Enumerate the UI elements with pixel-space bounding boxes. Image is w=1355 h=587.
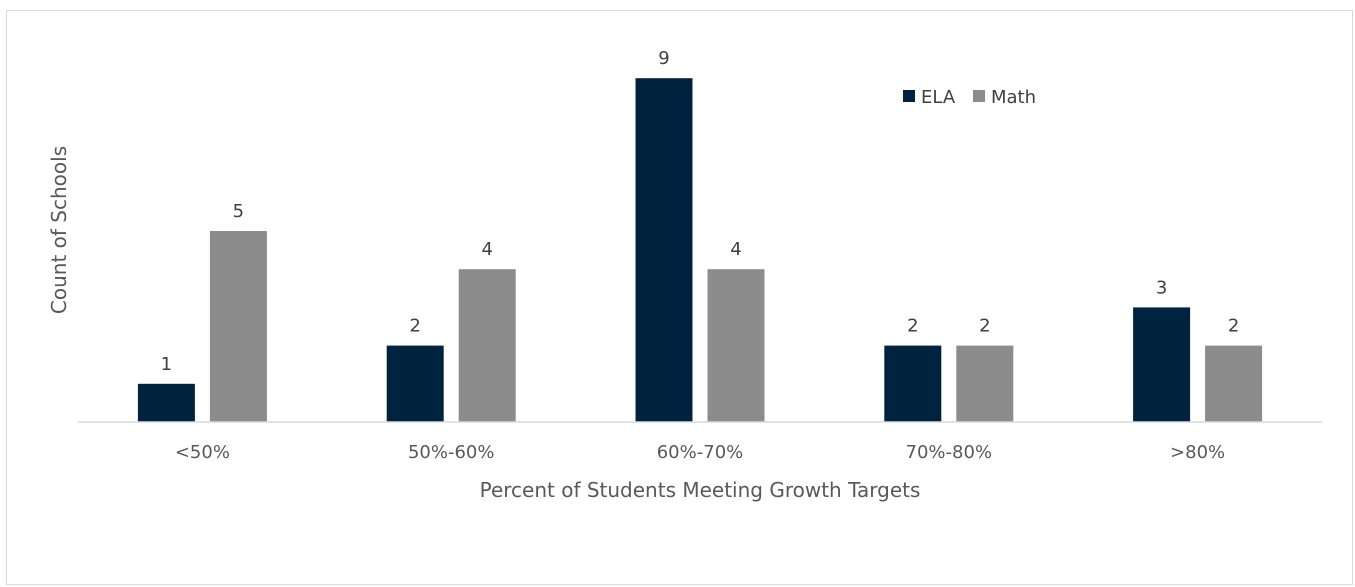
legend-swatch-math [973,90,985,102]
bar-math-4 [1205,345,1263,422]
legend: ELA Math [903,87,1036,108]
x-tick-labels: <50% 50%-60% 60%-70% 70%-80% >80% [175,442,1225,463]
bar-ela-1 [386,345,444,422]
bar-math-2 [707,269,765,422]
data-label-math-2: 4 [730,239,741,260]
bars-layer [137,78,1263,422]
bar-ela-4 [1133,307,1191,422]
legend-label-math: Math [991,87,1036,108]
x-tick-label-0: <50% [175,442,230,463]
bar-ela-0 [137,383,195,422]
x-tick-label-1: 50%-60% [408,442,495,463]
bar-ela-3 [884,345,942,422]
data-label-math-3: 2 [979,316,990,337]
x-tick-label-4: >80% [1170,442,1225,463]
data-label-math-1: 4 [481,239,492,260]
bar-math-1 [458,269,516,422]
data-labels-layer: 1 5 2 4 9 4 2 2 3 2 [161,48,1240,375]
bar-math-0 [209,231,267,422]
x-tick-label-3: 70%-80% [906,442,993,463]
data-label-ela-0: 1 [161,354,172,375]
x-tick-label-2: 60%-70% [657,442,744,463]
data-label-ela-2: 9 [658,48,669,69]
y-axis-title: Count of Schools [47,146,71,314]
data-label-ela-1: 2 [409,316,420,337]
legend-label-ela: ELA [921,87,956,108]
x-axis-title: Percent of Students Meeting Growth Targe… [480,478,921,502]
data-label-math-4: 2 [1228,316,1239,337]
data-label-ela-3: 2 [907,316,918,337]
data-label-ela-4: 3 [1156,277,1167,298]
bar-ela-2 [635,78,693,422]
data-label-math-0: 5 [233,201,244,222]
legend-swatch-ela [903,90,915,102]
bar-math-3 [956,345,1014,422]
